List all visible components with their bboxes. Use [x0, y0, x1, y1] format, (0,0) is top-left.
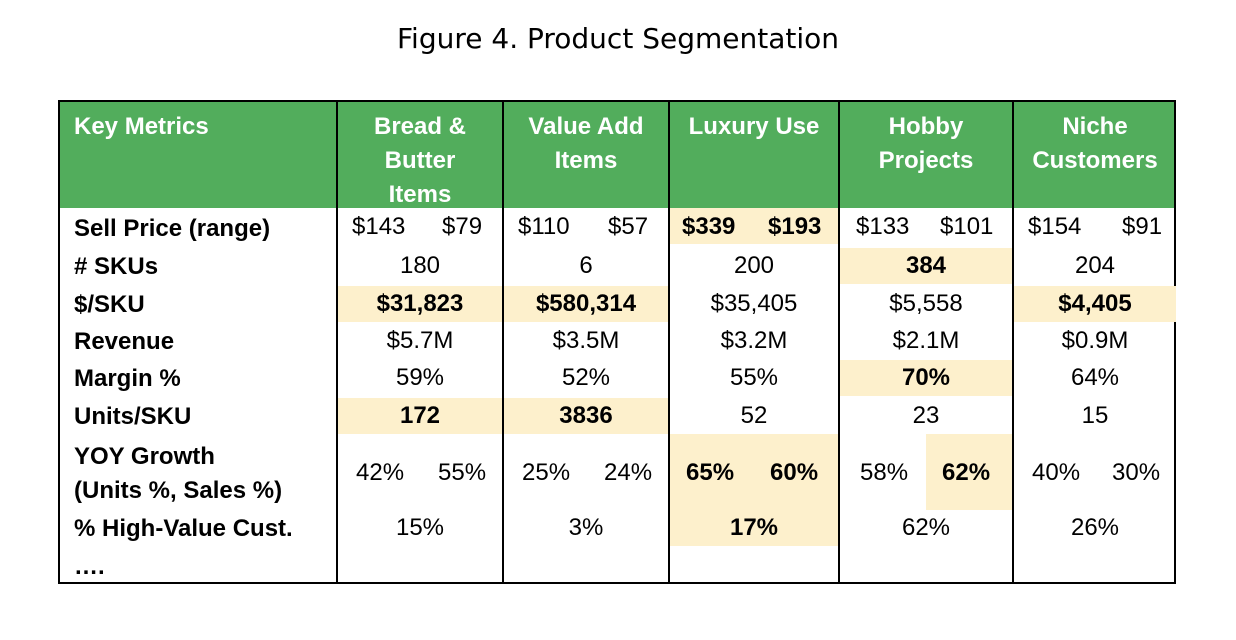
cell-value-yoy-units: 25%	[522, 459, 571, 486]
header-value-add: Value Add Items	[528, 113, 644, 174]
cell-hobby-yoy-sales: 62%	[942, 459, 991, 486]
cell-niche-sell-low: $91	[1122, 213, 1163, 240]
column-divider	[502, 102, 504, 582]
header-niche-customers: Niche Customers	[1032, 113, 1158, 174]
column-divider	[668, 102, 670, 582]
row-label-dollar-sku: $/SKU	[74, 291, 145, 318]
cell-luxury-sell-low: $193	[768, 213, 822, 240]
cell-bread-dollar-sku: $31,823	[376, 290, 464, 317]
column-divider	[838, 102, 840, 582]
cell-hobby-high-value: 62%	[901, 514, 951, 541]
cell-luxury-revenue: $3.2M	[720, 327, 788, 354]
cell-bread-sell-low: $79	[442, 213, 483, 240]
highlight-bread-dollar-sku	[338, 286, 502, 322]
table-header: Key Metrics Bread & Butter Items Value A…	[60, 102, 1174, 208]
cell-bread-units: 172	[399, 402, 441, 429]
cell-hobby-dollar-sku: $5,558	[889, 290, 963, 317]
cell-bread-high-value: 15%	[395, 514, 445, 541]
row-label-revenue: Revenue	[74, 328, 175, 355]
row-label-units-sku: Units/SKU	[74, 403, 192, 430]
cell-hobby-sell-high: $133	[856, 213, 910, 240]
highlight-value-dollar-sku	[504, 286, 668, 322]
row-label-yoy-growth: YOY Growth (Units %, Sales %)	[74, 443, 283, 504]
header-hobby-projects: Hobby Projects	[878, 113, 974, 174]
header-luxury-use: Luxury Use	[688, 113, 820, 140]
cell-value-high-value: 3%	[568, 514, 604, 541]
row-label-more: ….	[74, 553, 105, 580]
cell-bread-sell-high: $143	[352, 213, 406, 240]
highlight-niche-dollar-sku	[1014, 286, 1176, 322]
segmentation-table: Key Metrics Bread & Butter Items Value A…	[58, 100, 1176, 584]
cell-niche-sell-high: $154	[1028, 213, 1082, 240]
cell-hobby-sell-low: $101	[940, 213, 994, 240]
cell-luxury-yoy-sales: 60%	[770, 459, 819, 486]
cell-niche-yoy-units: 40%	[1032, 459, 1081, 486]
row-label-sell-price: Sell Price (range)	[74, 215, 271, 242]
cell-niche-margin: 64%	[1070, 364, 1120, 391]
cell-hobby-skus: 384	[905, 252, 947, 279]
cell-luxury-dollar-sku: $35,405	[710, 290, 798, 317]
cell-niche-skus: 204	[1074, 252, 1116, 279]
cell-bread-yoy-units: 42%	[356, 459, 405, 486]
cell-luxury-sell-high: $339	[682, 213, 736, 240]
cell-luxury-units: 52	[740, 402, 768, 429]
cell-luxury-yoy-units: 65%	[686, 459, 735, 486]
highlight-luxury-sell	[670, 208, 838, 244]
row-label-margin: Margin %	[74, 365, 181, 392]
column-divider	[336, 102, 338, 582]
cell-hobby-revenue: $2.1M	[892, 327, 960, 354]
cell-niche-yoy-sales: 30%	[1112, 459, 1161, 486]
highlight-hobby-yoy-sales	[926, 434, 1012, 510]
highlight-bread-units	[338, 398, 502, 434]
cell-value-yoy-sales: 24%	[604, 459, 653, 486]
cell-niche-units: 15	[1081, 402, 1109, 429]
cell-niche-revenue: $0.9M	[1061, 327, 1129, 354]
cell-luxury-high-value: 17%	[729, 514, 779, 541]
cell-bread-yoy-sales: 55%	[438, 459, 487, 486]
header-bread-butter: Bread & Butter Items	[373, 113, 467, 208]
highlight-value-units	[504, 398, 668, 434]
cell-value-dollar-sku: $580,314	[535, 290, 637, 317]
row-label-skus: # SKUs	[74, 253, 159, 280]
cell-bread-skus: 180	[399, 252, 441, 279]
cell-value-margin: 52%	[561, 364, 611, 391]
cell-hobby-units: 23	[912, 402, 940, 429]
cell-luxury-margin: 55%	[729, 364, 779, 391]
cell-value-units: 3836	[559, 402, 613, 429]
highlight-hobby-margin	[840, 360, 1012, 396]
highlight-luxury-yoy-highvalue	[670, 434, 838, 546]
cell-hobby-yoy-units: 58%	[860, 459, 909, 486]
cell-value-skus: 6	[579, 252, 593, 279]
cell-hobby-margin: 70%	[901, 364, 951, 391]
cell-value-revenue: $3.5M	[552, 327, 620, 354]
cell-luxury-skus: 200	[733, 252, 775, 279]
cell-bread-margin: 59%	[395, 364, 445, 391]
cell-value-sell-high: $110	[518, 213, 570, 240]
figure-title: Figure 4. Product Segmentation	[396, 22, 839, 55]
cell-niche-high-value: 26%	[1070, 514, 1120, 541]
header-key-metrics: Key Metrics	[74, 113, 209, 140]
cell-niche-dollar-sku: $4,405	[1058, 290, 1132, 317]
column-divider	[1012, 102, 1014, 582]
cell-value-sell-low: $57	[608, 213, 649, 240]
highlight-hobby-skus	[840, 248, 1012, 284]
row-label-high-value: % High-Value Cust.	[74, 515, 293, 542]
cell-bread-revenue: $5.7M	[386, 327, 454, 354]
